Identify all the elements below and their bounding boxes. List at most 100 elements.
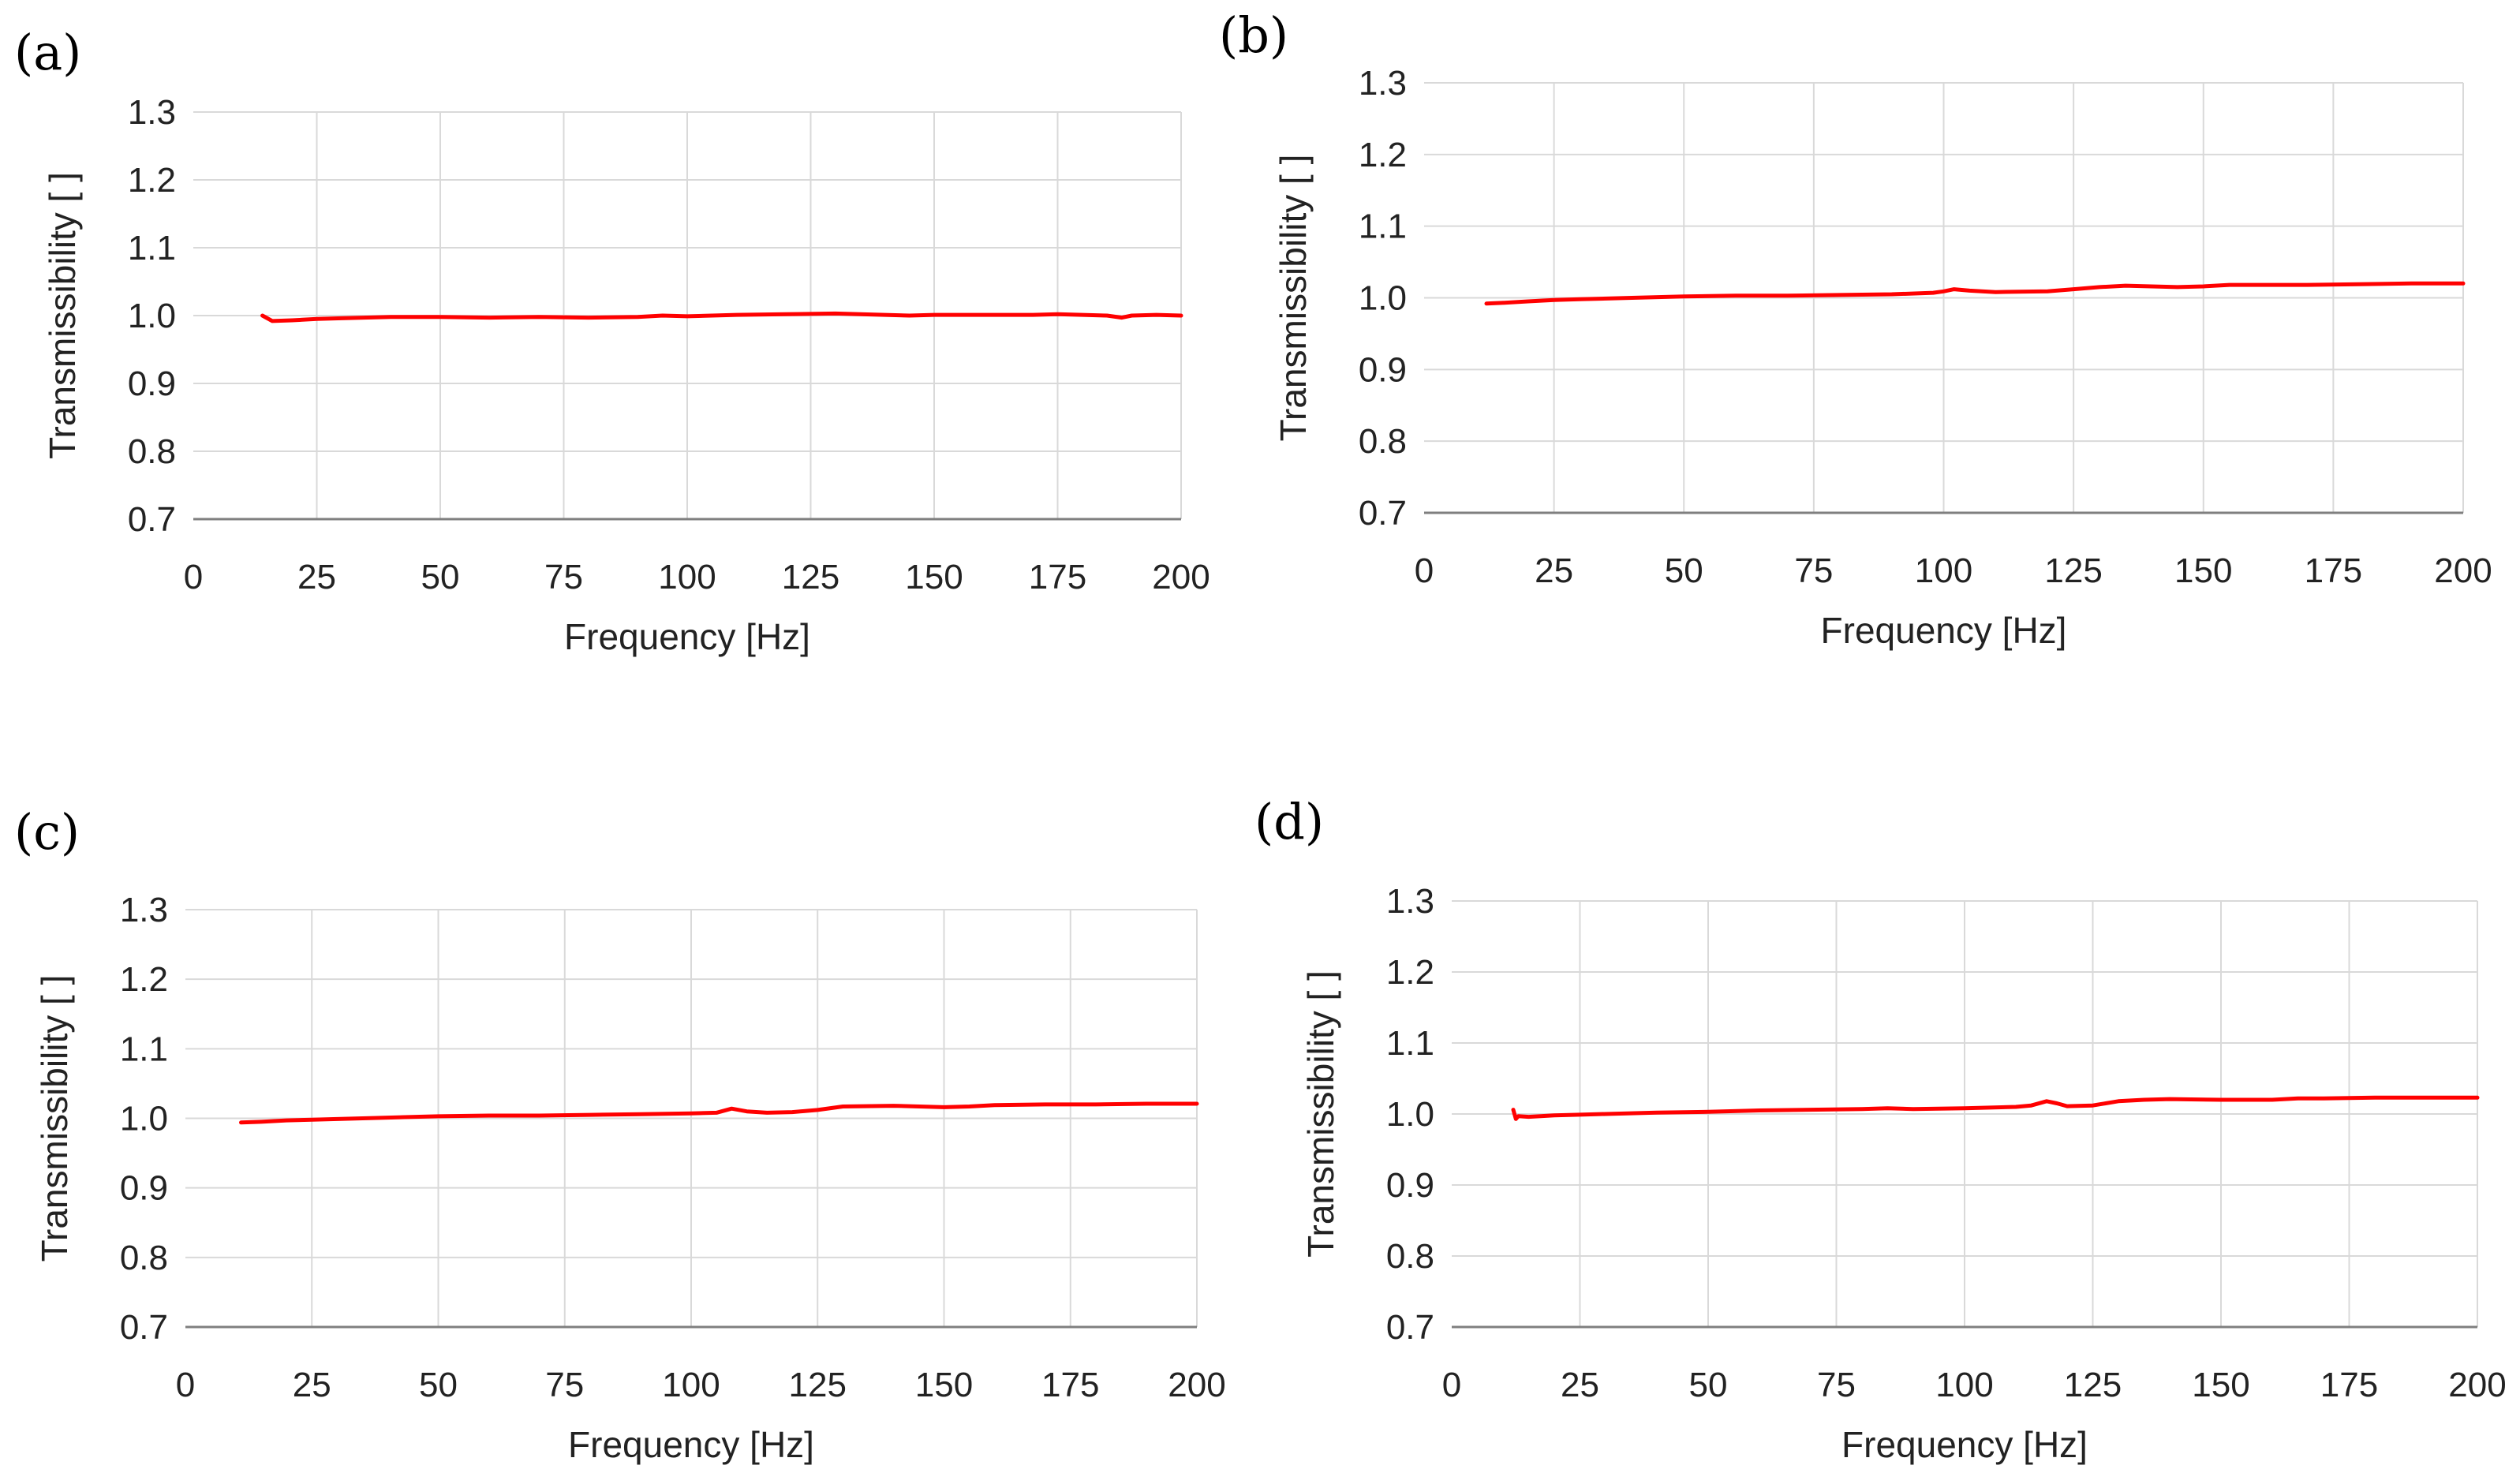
data-point (2357, 282, 2361, 286)
data-point (310, 1118, 313, 1121)
data-point (1527, 300, 1530, 303)
data-point (908, 314, 911, 317)
x-axis-title: Frequency [Hz] (1841, 1424, 2088, 1465)
y-tick-label: 0.9 (1359, 350, 1407, 389)
y-tick-label: 1.1 (120, 1030, 168, 1068)
data-point (1579, 1113, 1581, 1116)
x-tick-label: 0 (1442, 1366, 1461, 1404)
y-tick-label: 0.7 (1359, 494, 1407, 533)
x-tick-label: 150 (2192, 1366, 2249, 1404)
y-tick-label: 1.1 (128, 229, 176, 267)
data-point (858, 312, 862, 316)
data-point (1890, 293, 1894, 296)
data-point (1886, 1107, 1889, 1110)
y-tick-label: 0.7 (120, 1308, 168, 1347)
data-point (1579, 297, 1582, 301)
data-point (1195, 1102, 1198, 1105)
data-point (488, 316, 492, 320)
data-point (1912, 1108, 1915, 1111)
data-point (1758, 1109, 1761, 1112)
x-tick-label: 100 (658, 558, 716, 596)
x-tick-label: 50 (1665, 551, 1703, 590)
data-point (1130, 314, 1133, 317)
data-point (1942, 290, 1945, 293)
x-tick-label: 0 (1415, 551, 1434, 590)
y-tick-label: 0.8 (1359, 422, 1407, 461)
data-point (933, 313, 936, 316)
data-point (1155, 313, 1158, 316)
data-point (1682, 295, 1685, 298)
data-point (2066, 1105, 2069, 1108)
data-point (1031, 313, 1034, 316)
y-tick-label: 0.7 (1386, 1308, 1434, 1347)
data-point (883, 313, 886, 316)
panel-label-a: (a) (14, 24, 82, 81)
data-point (2373, 1096, 2376, 1099)
y-tick-label: 1.0 (120, 1100, 168, 1138)
x-tick-label: 150 (2174, 551, 2232, 590)
y-tick-label: 0.8 (128, 432, 176, 471)
data-point (765, 1111, 768, 1114)
data-point (639, 1112, 642, 1116)
data-point (1180, 314, 1183, 317)
data-point (1512, 1108, 1515, 1112)
x-tick-label: 175 (2320, 1366, 2378, 1404)
x-tick-label: 75 (544, 558, 583, 596)
data-point (1968, 289, 1971, 292)
x-tick-label: 125 (789, 1366, 847, 1404)
data-point (1044, 1103, 1047, 1106)
x-tick-label: 25 (1561, 1366, 1599, 1404)
x-tick-label: 25 (1535, 551, 1573, 590)
data-point (2476, 1096, 2479, 1099)
data-point (1081, 313, 1084, 316)
data-point (1604, 1112, 1607, 1116)
data-point (1953, 288, 1956, 291)
data-point (2098, 286, 2101, 289)
y-axis-title: Transmissibility [ ] (1273, 155, 1314, 442)
x-tick-label: 0 (176, 1366, 195, 1404)
x-tick-label: 200 (2434, 551, 2492, 590)
x-tick-label: 50 (419, 1366, 458, 1404)
y-tick-label: 1.3 (1386, 882, 1434, 921)
series-line-d (1511, 1095, 2480, 1121)
data-point (834, 312, 837, 315)
data-point (2202, 285, 2205, 288)
data-point (1786, 294, 1789, 297)
y-tick-label: 1.3 (120, 891, 168, 929)
data-point (1860, 1108, 1864, 1111)
data-point (2271, 1098, 2274, 1101)
data-point (335, 1117, 338, 1120)
data-point (316, 317, 318, 320)
data-point (735, 313, 738, 316)
data-point (1056, 312, 1059, 316)
data-point (892, 1105, 895, 1108)
data-point (1553, 1114, 1556, 1117)
x-tick-label: 200 (1152, 558, 1210, 596)
data-point (730, 1107, 733, 1110)
data-point (2092, 1104, 2094, 1107)
data-point (1809, 1108, 1812, 1112)
y-tick-label: 1.0 (1359, 279, 1407, 318)
y-axis-title: Transmissibility [ ] (42, 172, 83, 459)
data-point (2030, 1104, 2032, 1107)
data-point (715, 1111, 718, 1114)
data-point (968, 1105, 971, 1108)
y-tick-label: 1.1 (1359, 207, 1407, 246)
x-tick-label: 25 (297, 558, 336, 596)
data-point (1120, 316, 1124, 320)
y-tick-label: 0.7 (128, 500, 176, 539)
x-tick-label: 75 (1794, 551, 1833, 590)
data-point (943, 1105, 945, 1108)
data-point (690, 1112, 693, 1115)
data-point (2322, 1097, 2325, 1100)
y-tick-label: 1.1 (1386, 1024, 1434, 1063)
x-tick-label: 175 (1041, 1366, 1099, 1404)
x-tick-label: 125 (2044, 551, 2102, 590)
data-point (1630, 297, 1633, 299)
data-point (841, 1105, 844, 1108)
data-point (2150, 285, 2153, 288)
